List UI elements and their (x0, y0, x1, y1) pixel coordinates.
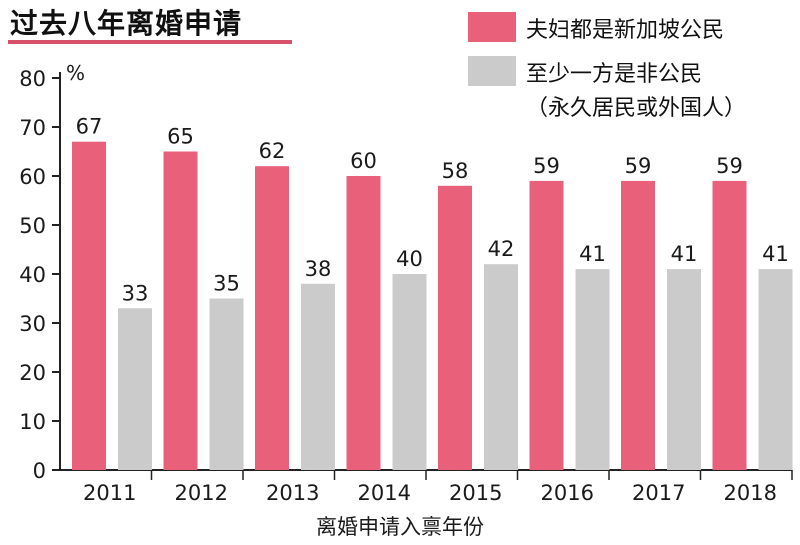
x-tick-label: 2016 (541, 481, 594, 505)
x-tick-label: 2011 (83, 481, 136, 505)
bar-citizen (438, 185, 472, 471)
y-axis-unit: % (66, 61, 85, 85)
x-tick-label: 2017 (632, 481, 685, 505)
legend: 夫妇都是新加坡公民 至少一方是非公民 （永久居民或外国人） (468, 8, 798, 121)
legend-item-citizen: 夫妇都是新加坡公民 (468, 8, 798, 52)
bar-non-citizen (209, 298, 244, 470)
bar-non-citizen (575, 269, 610, 470)
legend-swatch-citizen (468, 12, 516, 42)
data-label-non-citizen: 41 (579, 242, 606, 266)
bar-non-citizen (392, 274, 427, 470)
bar-non-citizen (758, 269, 793, 470)
legend-swatch-non-citizen (468, 56, 516, 86)
data-label-citizen: 59 (625, 154, 652, 178)
x-tick-label: 2012 (175, 481, 228, 505)
data-label-citizen: 67 (76, 115, 103, 139)
legend-item-non-citizen: 至少一方是非公民 (468, 52, 798, 96)
data-label-citizen: 60 (350, 149, 377, 173)
bar-non-citizen (118, 308, 152, 470)
y-tick-label: 50 (19, 214, 46, 238)
data-label-citizen: 65 (167, 125, 194, 149)
data-label-non-citizen: 38 (305, 257, 332, 281)
data-label-citizen: 59 (716, 154, 743, 178)
data-label-non-citizen: 41 (762, 242, 789, 266)
bar-citizen (621, 180, 655, 470)
x-tick-label: 2018 (724, 481, 777, 505)
bar-citizen (255, 166, 289, 470)
y-tick-label: 10 (19, 410, 46, 434)
y-tick-label: 60 (19, 165, 46, 189)
data-label-non-citizen: 40 (396, 247, 423, 271)
bar-non-citizen (484, 264, 518, 470)
data-label-citizen: 59 (533, 154, 560, 178)
data-label-non-citizen: 41 (671, 242, 698, 266)
legend-label-citizen: 夫妇都是新加坡公民 (526, 18, 725, 43)
y-tick-label: 0 (33, 459, 46, 483)
bar-non-citizen (667, 269, 701, 470)
bar-citizen (346, 176, 381, 470)
y-tick-label: 80 (19, 67, 46, 91)
bar-citizen (163, 151, 198, 470)
data-label-non-citizen: 42 (488, 237, 515, 261)
chart-title: 过去八年离婚申请 (10, 7, 243, 40)
data-label-non-citizen: 33 (122, 281, 149, 305)
y-tick-label: 20 (19, 361, 46, 385)
bar-citizen (712, 180, 747, 470)
x-tick-label: 2014 (358, 481, 411, 505)
x-tick-label: 2013 (266, 481, 319, 505)
bar-citizen (72, 141, 106, 470)
x-tick-label: 2015 (449, 481, 502, 505)
bar-non-citizen (301, 283, 335, 470)
data-label-citizen: 58 (442, 159, 469, 183)
bar-citizen (529, 180, 564, 470)
y-tick-label: 30 (19, 312, 46, 336)
y-tick-label: 40 (19, 263, 46, 287)
data-label-non-citizen: 35 (213, 272, 240, 296)
legend-label-non-citizen: 至少一方是非公民 (526, 62, 703, 87)
title-underline (8, 40, 292, 44)
legend-label-non-citizen-note: （永久居民或外国人） (526, 96, 747, 121)
x-axis-title: 离婚申请入禀年份 (316, 515, 484, 539)
y-tick-label: 70 (19, 116, 46, 140)
data-label-citizen: 62 (259, 139, 286, 163)
